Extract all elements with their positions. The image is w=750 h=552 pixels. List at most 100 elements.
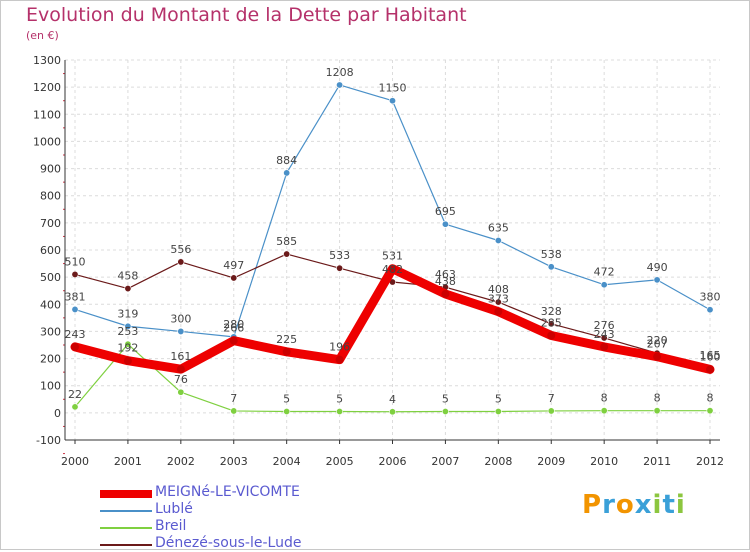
x-tick-label: 2011 [643,455,671,468]
data-point-2 [336,407,344,415]
data-point-0 [229,336,238,345]
legend-label-luble: Lublé [155,501,193,517]
data-label: 8 [601,392,608,405]
legend-item-luble: Lublé [100,501,360,518]
legend-item-meigne: MEIGNé-LE-VICOMTE [100,484,360,501]
data-label: 408 [488,283,509,296]
data-point-2 [230,407,238,415]
data-label: 497 [223,259,244,272]
legend-swatch-deneze [100,544,152,546]
data-point-0 [600,342,609,351]
data-point-3 [547,320,555,328]
data-label: 635 [488,222,509,235]
y-tick-label: 900 [40,163,61,176]
y-tick-label: 1300 [33,54,61,67]
data-point-0 [547,331,556,340]
chart-subtitle: (en €) [26,29,59,42]
data-label: 328 [541,305,562,318]
data-label: 1150 [379,82,407,95]
data-point-1 [653,276,661,284]
data-point-0 [494,307,503,316]
data-label: 319 [117,307,138,320]
data-point-0 [282,347,291,356]
data-point-2 [441,407,449,415]
x-tick-label: 2004 [273,455,301,468]
data-label: 4 [389,393,396,406]
x-tick-label: 2001 [114,455,142,468]
data-point-0 [123,356,132,365]
data-label: 531 [382,250,403,263]
legend-swatch-meigne [100,490,152,498]
logo-letter: P [582,490,603,520]
x-tick-label: 2003 [220,455,248,468]
data-label: 5 [283,393,290,406]
data-point-0 [653,352,662,361]
data-label: 76 [174,373,188,386]
data-label: 373 [488,293,509,306]
data-label: 380 [700,291,721,304]
data-label: 381 [65,290,86,303]
data-point-2 [600,407,608,415]
y-tick-label: 300 [40,325,61,338]
data-label: 22 [68,388,82,401]
data-label: 7 [548,392,555,405]
x-tick-label: 2007 [431,455,459,468]
data-point-2 [388,408,396,416]
data-label: 533 [329,249,350,262]
data-label: 8 [707,392,714,405]
data-point-1 [71,305,79,313]
data-point-1 [441,220,449,228]
logo-letter: r [602,490,616,520]
data-label: 438 [435,275,456,288]
data-point-1 [706,306,714,314]
proxiti-logo: Proxiti [582,490,686,520]
data-label: 463 [435,268,456,281]
data-label: 165 [700,349,721,362]
legend-label-deneze: Dénezé-sous-le-Lude [155,535,302,551]
y-tick-label: -100 [36,434,61,447]
data-point-3 [336,264,344,272]
y-tick-label: 400 [40,298,61,311]
data-point-3 [283,250,291,258]
data-point-2 [494,407,502,415]
data-point-2 [706,407,714,415]
y-tick-label: 700 [40,217,61,230]
data-point-1 [600,281,608,289]
logo-letter: i [675,490,686,520]
data-point-1 [283,169,291,177]
x-tick-label: 2010 [590,455,618,468]
x-tick-label: 2012 [696,455,724,468]
data-point-3 [230,274,238,282]
y-tick-label: 1100 [33,108,61,121]
data-label: 538 [541,248,562,261]
data-point-2 [124,340,132,348]
data-label: 458 [117,270,138,283]
x-tick-label: 2009 [537,455,565,468]
y-tick-label: 600 [40,244,61,257]
data-label: 243 [594,328,615,341]
logo-letter: t [662,490,676,520]
data-point-2 [653,407,661,415]
data-point-3 [177,258,185,266]
y-tick-label: 1200 [33,81,61,94]
data-label: 5 [336,393,343,406]
data-label: 7 [230,392,237,405]
legend-item-deneze: Dénezé-sous-le-Lude [100,535,360,552]
data-label: 490 [647,261,668,274]
data-point-0 [71,342,79,351]
data-label: 1208 [326,66,354,79]
data-label: 280 [223,318,244,331]
data-label: 285 [541,317,562,330]
data-label: 695 [435,205,456,218]
data-label: 192 [117,342,138,355]
y-tick-label: 800 [40,190,61,203]
data-point-3 [494,298,502,306]
logo-letter: o [615,490,635,520]
data-point-0 [441,289,450,298]
data-point-1 [547,263,555,271]
data-point-2 [283,407,291,415]
data-point-1 [124,322,132,330]
data-label: 266 [223,322,244,335]
data-label: 472 [594,266,615,279]
data-point-3 [124,285,132,293]
